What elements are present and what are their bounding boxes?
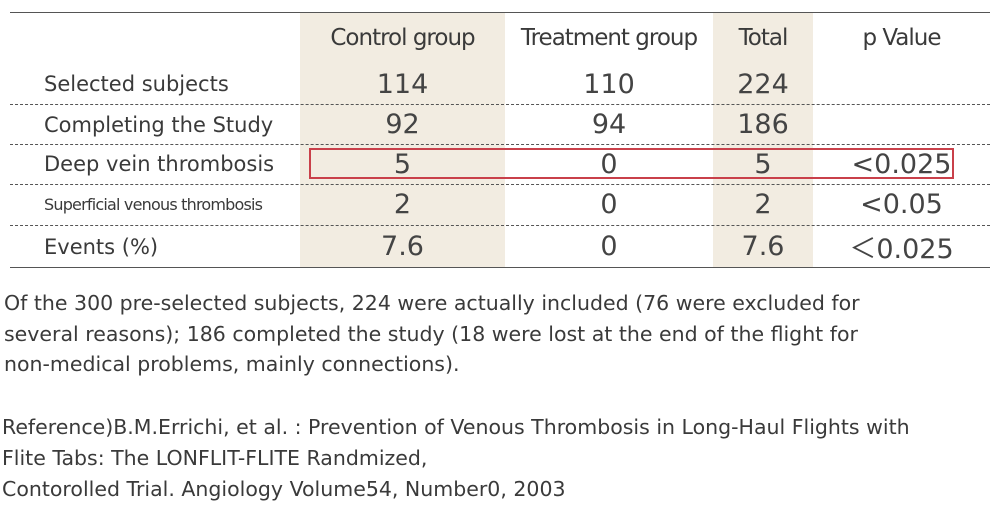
cell-completing-treatment: 94 <box>591 109 627 140</box>
cell-selected-p <box>813 64 990 104</box>
cell-selected-control: 114 <box>376 68 429 100</box>
cell-selected-total: 224 <box>737 68 789 100</box>
cell-events-treatment: 0 <box>600 231 618 262</box>
cell-svt-p: <0.05 <box>860 189 943 220</box>
cell-dvt-control: 5 <box>393 148 412 180</box>
cell-dvt-treatment: 0 <box>600 148 618 180</box>
row-label-events: Events (%) <box>44 234 159 259</box>
row-label-superficial-venous-thrombosis: Superficial venous thrombosis <box>44 195 263 214</box>
cell-events-p: ＜0.025 <box>849 234 954 265</box>
header-total: Total <box>738 25 789 51</box>
row-label-deep-vein-thrombosis: Deep vein thrombosis <box>44 152 275 176</box>
cell-completing-p <box>813 105 990 144</box>
reference-line: Contorolled Trial. Angiology Volume54, N… <box>2 477 566 501</box>
footnote-line: non-medical problems, mainly connections… <box>4 352 460 376</box>
cell-completing-total: 186 <box>737 109 789 140</box>
header-p-value: p Value <box>862 25 941 51</box>
row-label-selected-subjects: Selected subjects <box>44 72 229 96</box>
row-divider <box>10 225 990 226</box>
footnote: Of the 300 pre-selected subjects, 224 we… <box>4 288 994 380</box>
header-treatment-group: Treatment group <box>520 25 698 51</box>
row-divider <box>10 104 990 105</box>
cell-svt-treatment: 0 <box>600 189 618 220</box>
results-table: Control group Treatment group Total p Va… <box>10 12 990 268</box>
cell-events-total: 7.6 <box>741 231 785 262</box>
cell-svt-total: 2 <box>754 189 772 220</box>
cell-dvt-p: <0.025 <box>851 148 952 180</box>
highlight-box <box>309 148 954 179</box>
cell-completing-control: 92 <box>385 109 420 140</box>
row-divider <box>10 144 990 145</box>
reference-line: Reference)B.M.Errichi, et al. : Preventi… <box>2 415 910 439</box>
header-control-group: Control group <box>330 25 475 51</box>
cell-selected-treatment: 110 <box>583 68 635 100</box>
row-divider <box>10 184 990 185</box>
row-label-completing-study: Completing the Study <box>44 112 274 137</box>
table-top-rule <box>10 12 990 13</box>
cell-events-control: 7.6 <box>381 231 424 262</box>
table-bottom-rule <box>10 267 990 268</box>
footnote-line: several reasons); 186 completed the stud… <box>4 321 858 346</box>
reference-citation: Reference)B.M.Errichi, et al. : Preventi… <box>2 412 998 505</box>
footnote-line: Of the 300 pre-selected subjects, 224 we… <box>4 291 860 315</box>
reference-line: Flite Tabs: The LONFLIT-FLITE Randmized, <box>2 446 428 470</box>
cell-svt-control: 2 <box>393 189 412 220</box>
cell-dvt-total: 5 <box>754 148 772 180</box>
